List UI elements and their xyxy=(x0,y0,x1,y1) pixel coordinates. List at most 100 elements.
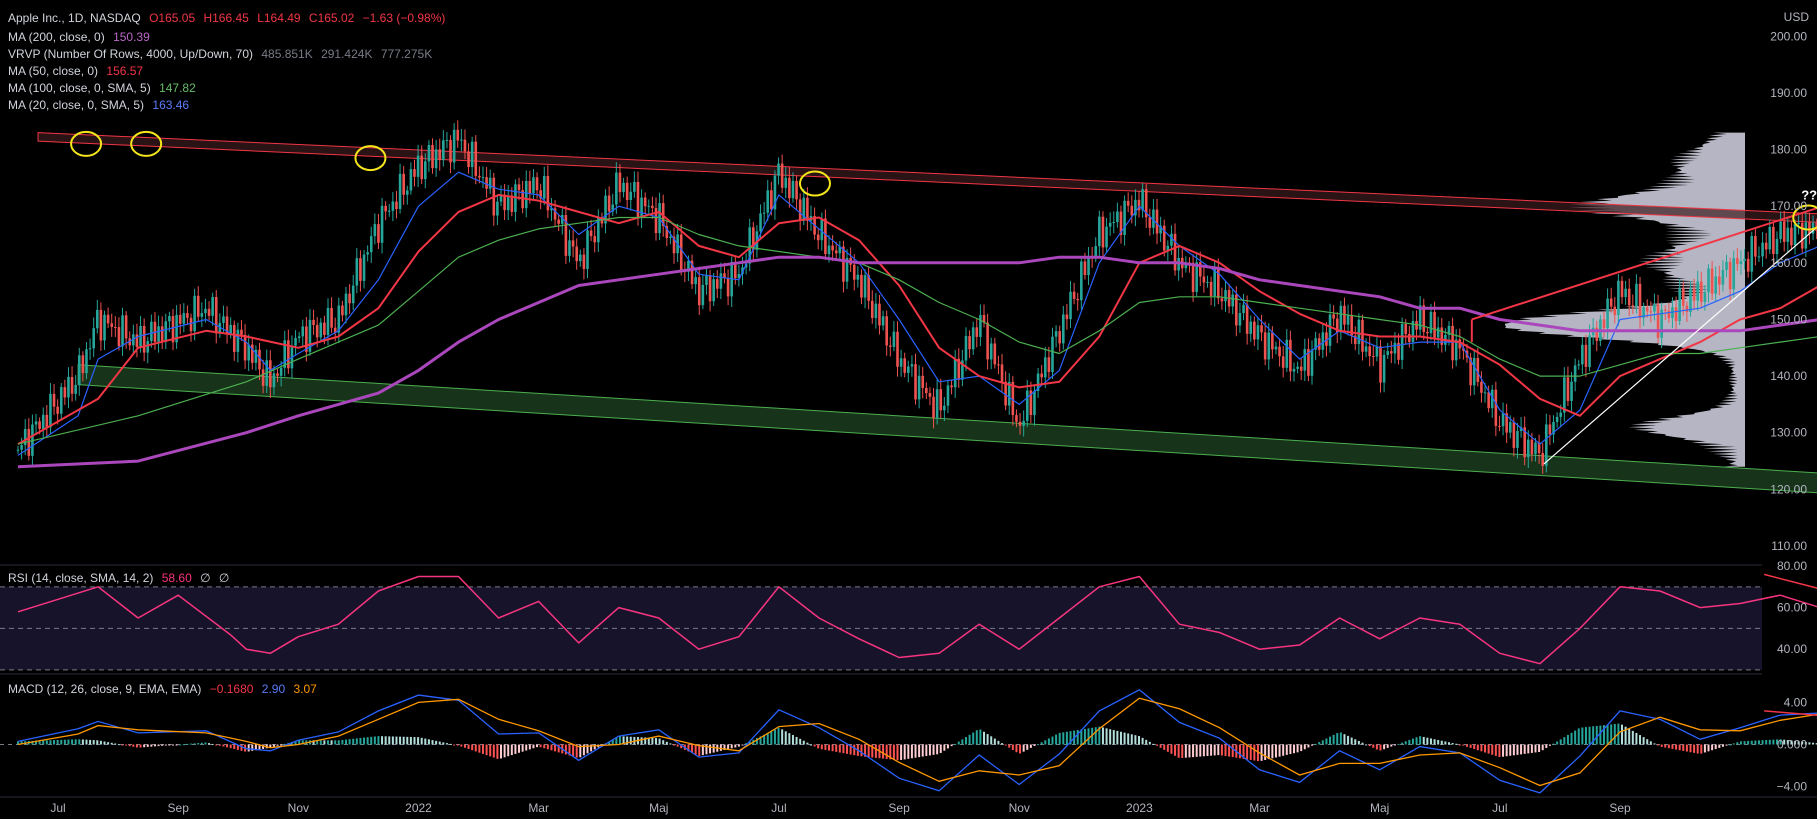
macd-histogram-bar xyxy=(1693,744,1696,753)
candle-body xyxy=(1685,305,1689,312)
macd-histogram-bar xyxy=(1033,744,1036,746)
macd-histogram-bar xyxy=(35,740,38,745)
macd-histogram-bar xyxy=(157,744,160,747)
macd-histogram-bar xyxy=(1065,731,1068,745)
macd-histogram-bar xyxy=(1476,744,1479,751)
rsi-legend[interactable]: RSI (14, close, SMA, 14, 2) 58.60 ∅ ∅ xyxy=(8,570,234,587)
macd-histogram-bar xyxy=(983,731,986,745)
macd-histogram-bar xyxy=(691,744,694,754)
candle-body xyxy=(1433,311,1436,338)
symbol-legend[interactable]: Apple Inc., 1D, NASDAQ O165.05 H166.45 L… xyxy=(8,10,450,27)
candle-body xyxy=(45,414,49,428)
rsi-label: RSI (14, close, SMA, 14, 2) xyxy=(8,571,154,585)
candle-body xyxy=(1292,368,1296,372)
macd-histogram-bar xyxy=(694,744,697,755)
question-annotation: ?? xyxy=(1801,188,1817,203)
candle-body xyxy=(1263,332,1267,360)
candle-body xyxy=(16,449,20,451)
macd-histogram-bar xyxy=(1466,744,1469,747)
macd-histogram-bar xyxy=(622,736,625,745)
macd-histogram-bar xyxy=(1602,725,1605,745)
macd-histogram-bar xyxy=(1368,744,1371,747)
macd-histogram-bar xyxy=(500,744,503,759)
macd-histogram-bar xyxy=(1469,744,1472,748)
candle-body xyxy=(1559,412,1563,417)
macd-histogram-bar xyxy=(1332,734,1335,745)
candle-body xyxy=(499,194,503,202)
candle-body xyxy=(1054,331,1058,337)
ma100-legend[interactable]: MA (100, close, 0, SMA, 5) 147.82 xyxy=(8,80,201,97)
candle-body xyxy=(1703,292,1707,302)
candle-body xyxy=(254,349,258,363)
candle-body xyxy=(946,385,950,406)
macd-histogram-bar xyxy=(283,743,286,745)
candle-body xyxy=(1397,342,1400,360)
macd-histogram-bar xyxy=(164,744,167,746)
macd-histogram-bar xyxy=(1357,740,1360,745)
ma20-legend[interactable]: MA (20, close, 0, SMA, 5) 163.46 xyxy=(8,97,194,114)
candle-body xyxy=(1083,261,1087,276)
macd-histogram-bar xyxy=(355,738,358,745)
macd-histogram-bar xyxy=(1210,744,1213,756)
candle-body xyxy=(373,224,377,237)
candle-body xyxy=(1545,424,1548,466)
macd-histogram-bar xyxy=(701,744,704,756)
candle-body xyxy=(622,182,625,193)
candle-body xyxy=(950,385,953,388)
macd-histogram-bar xyxy=(1343,734,1346,745)
candle-body xyxy=(1112,222,1116,224)
ma50-legend[interactable]: MA (50, close, 0) 156.57 xyxy=(8,63,148,80)
candle-body xyxy=(1235,294,1238,326)
macd-histogram-bar xyxy=(1311,744,1314,746)
macd-histogram-bar xyxy=(125,744,128,746)
symbol-name: Apple Inc., 1D, NASDAQ xyxy=(8,11,141,25)
macd-legend[interactable]: MACD (12, 26, close, 9, EMA, EMA) −0.168… xyxy=(8,681,322,698)
candle-body xyxy=(712,279,715,302)
candle-body xyxy=(85,349,88,374)
ma100-label: MA (100, close, 0, SMA, 5) xyxy=(8,81,151,95)
candle-body xyxy=(968,336,971,350)
macd-histogram-bar xyxy=(1307,744,1310,748)
macd-histogram-bar xyxy=(1595,725,1598,745)
ma200-legend[interactable]: MA (200, close, 0) 150.39 xyxy=(8,29,155,46)
candle-body xyxy=(1627,288,1631,306)
x-tick-label: Sep xyxy=(168,801,190,815)
candle-body xyxy=(907,366,910,373)
macd-histogram-bar xyxy=(236,744,239,750)
macd-histogram-bar xyxy=(78,739,81,745)
macd-histogram-bar xyxy=(1689,744,1692,753)
macd-histogram-bar xyxy=(1130,734,1133,745)
vrvp-legend[interactable]: VRVP (Number Of Rows, 4000, Up/Down, 70)… xyxy=(8,46,437,63)
macd-histogram-bar xyxy=(1379,744,1382,751)
candle-body xyxy=(888,345,892,347)
macd-histogram-bar xyxy=(1019,744,1022,754)
candle-body xyxy=(1631,305,1635,307)
candle-body xyxy=(557,219,560,224)
candle-body xyxy=(1108,222,1112,227)
x-tick-label: Jul xyxy=(1492,801,1507,815)
candle-body xyxy=(160,326,164,342)
grid xyxy=(0,564,1817,798)
macd-histogram-bar xyxy=(89,739,92,745)
candle-body xyxy=(146,341,150,353)
candle-body xyxy=(892,331,896,347)
macd-histogram-bar xyxy=(828,744,831,751)
candle-body xyxy=(1519,427,1523,432)
macd-histogram-bar xyxy=(932,744,935,755)
macd-histogram-bar xyxy=(741,744,744,746)
macd-histogram-bar xyxy=(471,744,474,751)
macd-histogram-bar xyxy=(809,744,812,746)
candle-body xyxy=(1718,276,1721,285)
candle-body xyxy=(1681,288,1685,306)
macd-histogram-bar xyxy=(709,744,712,754)
candle-body xyxy=(723,273,726,278)
candle-body xyxy=(1159,225,1162,234)
macd-histogram-bar xyxy=(1541,744,1544,751)
candle-body xyxy=(355,258,359,286)
candle-body xyxy=(182,313,186,324)
macd-histogram-bar xyxy=(910,744,913,759)
candle-body xyxy=(391,201,395,211)
macd-histogram-bar xyxy=(1534,744,1537,753)
macd-histogram-bar xyxy=(842,744,845,754)
